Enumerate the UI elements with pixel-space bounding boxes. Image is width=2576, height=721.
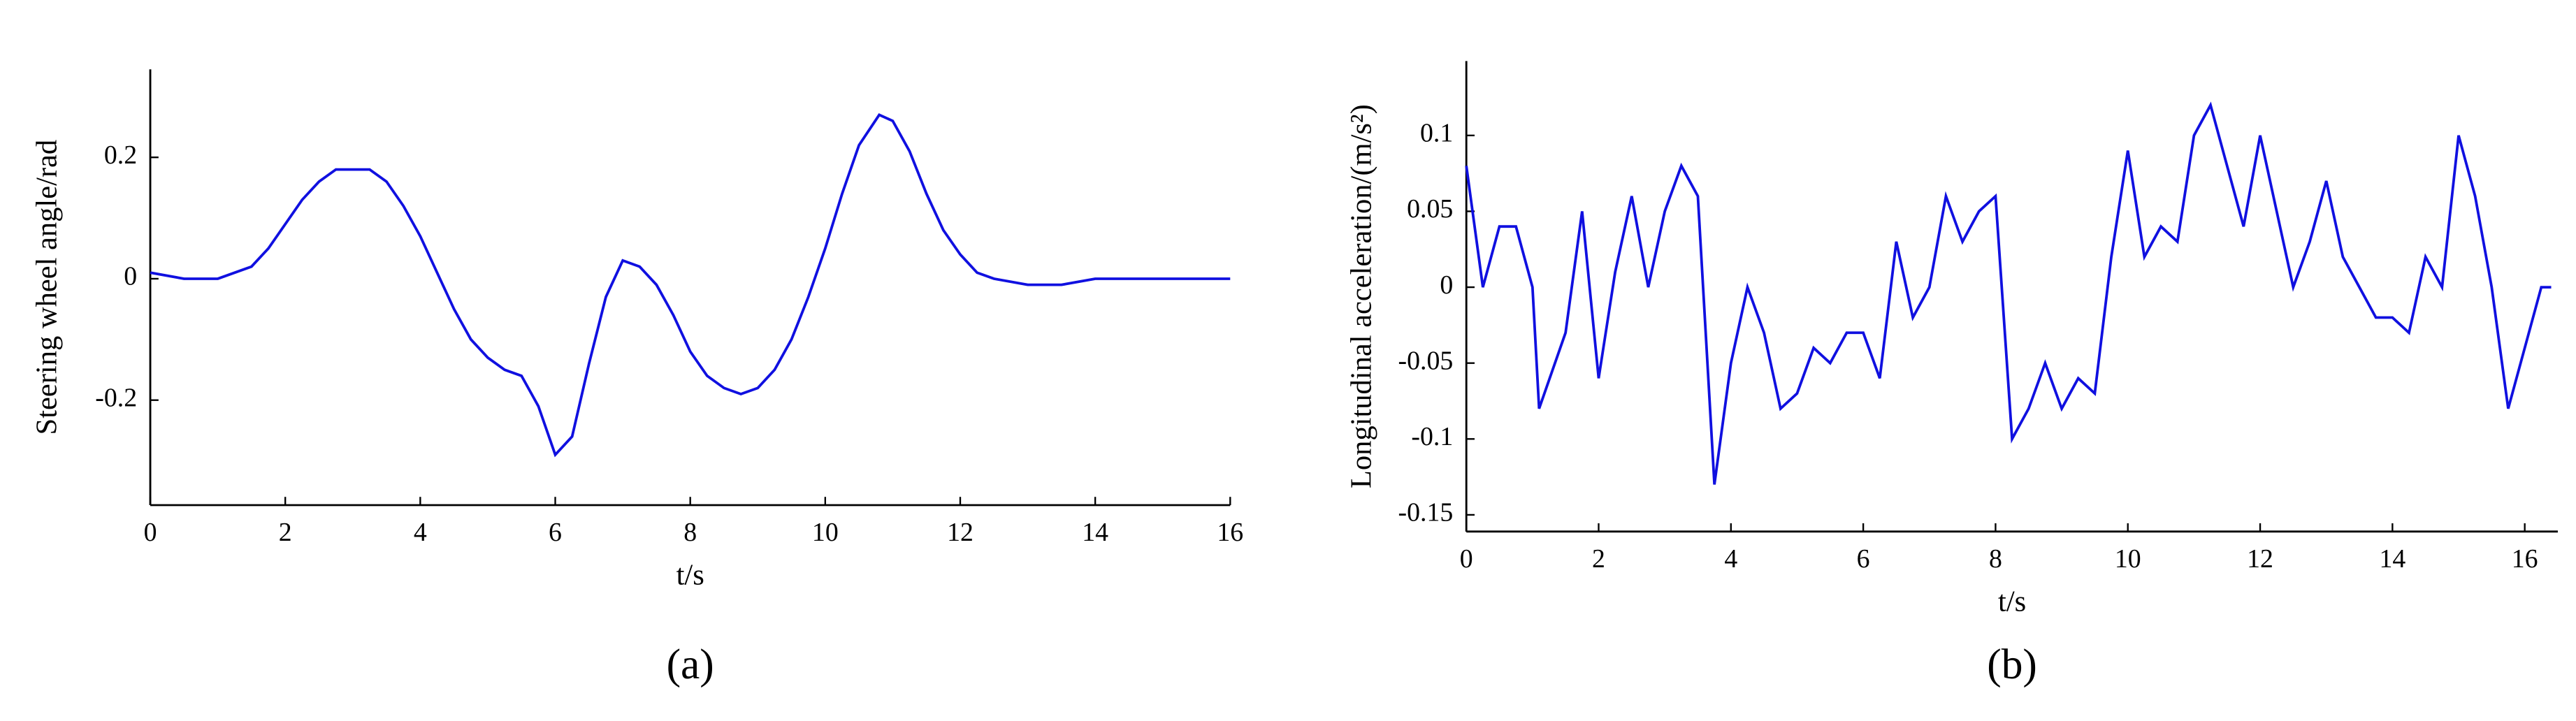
x-tick-label: 8 — [1989, 544, 2002, 574]
y-tick-label: -0.1 — [1411, 422, 1453, 451]
y-tick-label: 0 — [124, 262, 137, 291]
panel-label: (b) — [1987, 641, 2037, 688]
data-line — [150, 113, 1231, 458]
y-tick-label: -0.2 — [95, 383, 137, 412]
y-tick-label: 0.1 — [1420, 119, 1453, 148]
x-tick-label: 2 — [1592, 544, 1605, 574]
y-tick-label: 0 — [1440, 270, 1453, 300]
x-tick-label: 12 — [947, 518, 974, 547]
x-tick-label: 2 — [279, 518, 292, 547]
x-tick-label: 6 — [549, 518, 562, 547]
x-tick-label: 8 — [683, 518, 697, 547]
x-tick-label: 16 — [2512, 544, 2538, 574]
y-axis-label: Steering wheel angle/rad — [31, 140, 64, 435]
y-tick-label: 0.2 — [104, 140, 137, 170]
x-tick-label: 4 — [414, 518, 427, 547]
y-axis-label: Longitudinal acceleration/(m/s²) — [1345, 104, 1377, 488]
y-tick-label: -0.05 — [1398, 346, 1454, 375]
x-tick-label: 6 — [1857, 544, 1870, 574]
x-axis-label: t/s — [1998, 585, 2026, 618]
x-tick-label: 0 — [1460, 544, 1473, 574]
x-tick-label: 0 — [144, 518, 157, 547]
x-tick-label: 10 — [2115, 544, 2141, 574]
x-tick-label: 14 — [1082, 518, 1108, 547]
y-tick-label: -0.15 — [1398, 498, 1454, 527]
x-tick-label: 16 — [1217, 518, 1243, 547]
data-line — [1465, 101, 2552, 485]
panel-label: (a) — [667, 641, 714, 688]
y-tick-label: 0.05 — [1407, 194, 1453, 224]
x-tick-label: 10 — [812, 518, 839, 547]
x-axis-label: t/s — [676, 559, 704, 592]
x-tick-label: 4 — [1724, 544, 1737, 574]
x-tick-label: 14 — [2379, 544, 2405, 574]
x-tick-label: 12 — [2247, 544, 2273, 574]
